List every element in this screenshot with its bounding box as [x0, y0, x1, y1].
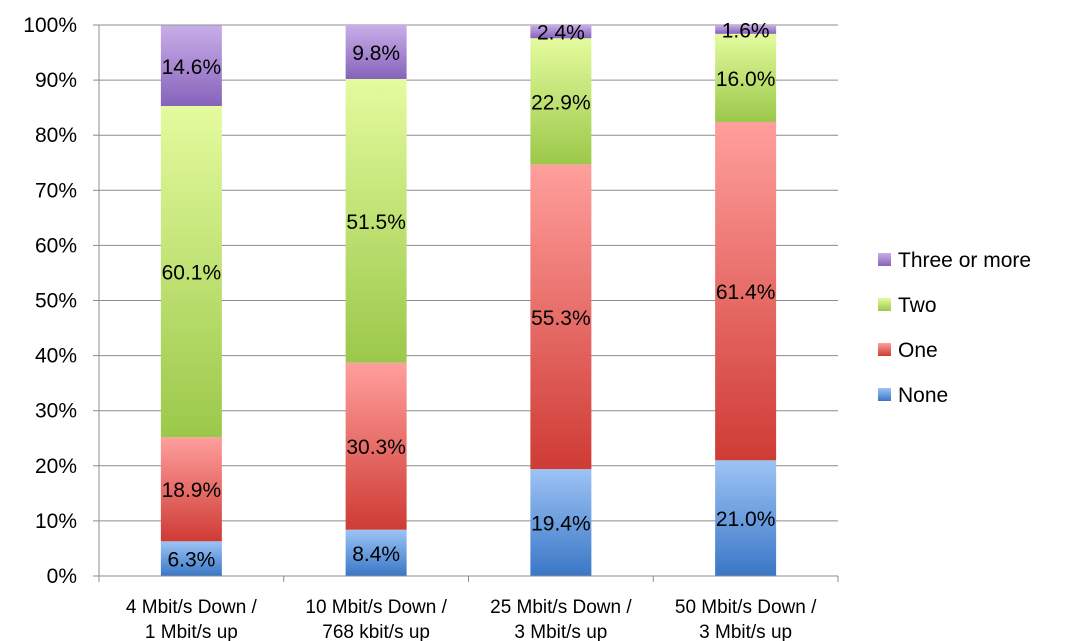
data-label: 6.3% — [167, 549, 215, 572]
x-tick-label: 3 Mbit/s up — [514, 622, 607, 641]
y-tick-label: 90% — [35, 69, 77, 92]
data-label: 8.4% — [352, 543, 400, 566]
data-label: 16.0% — [716, 68, 776, 91]
data-label: 18.9% — [162, 479, 222, 502]
legend-label: None — [898, 384, 948, 407]
legend-swatch — [878, 343, 891, 356]
data-label: 9.8% — [352, 42, 400, 65]
x-tick-label: 4 Mbit/s Down / — [126, 597, 258, 618]
data-label: 55.3% — [531, 307, 591, 330]
y-tick-label: 100% — [23, 14, 77, 37]
data-labels: 6.3% 18.9% 60.1% 14.6% 8.4% 30.3% 51.5% 9.8% 19.… — [162, 19, 776, 571]
data-label: 22.9% — [531, 91, 591, 114]
x-tick-label: 50 Mbit/s Down / — [675, 597, 817, 618]
y-tick-label: 40% — [35, 345, 77, 368]
legend-swatch — [878, 253, 891, 266]
data-label: 21.0% — [716, 508, 776, 531]
data-label: 51.5% — [346, 211, 406, 234]
y-axis: 0% 10% 20% 30% 40% 50% 60% 70% 80% 90% 100% — [23, 14, 99, 588]
data-label: 2.4% — [537, 22, 585, 45]
x-tick-label: 10 Mbit/s Down / — [305, 597, 447, 618]
x-tick-label: 3 Mbit/s up — [699, 622, 792, 641]
y-tick-label: 70% — [35, 179, 77, 202]
data-label: 30.3% — [346, 436, 406, 459]
x-tick-label: 25 Mbit/s Down / — [490, 597, 632, 618]
data-label: 1.6% — [722, 19, 770, 42]
y-tick-label: 20% — [35, 455, 77, 478]
legend: Three or more Two One None — [878, 249, 1031, 407]
x-axis: 4 Mbit/s Down / 1 Mbit/s up 10 Mbit/s Down… — [99, 576, 838, 641]
y-tick-label: 80% — [35, 124, 77, 147]
x-tick-label: 1 Mbit/s up — [145, 622, 238, 641]
y-tick-label: 60% — [35, 234, 77, 257]
y-tick-label: 0% — [47, 565, 77, 588]
data-label: 19.4% — [531, 513, 591, 536]
data-label: 14.6% — [162, 56, 222, 79]
legend-swatch — [878, 388, 891, 401]
legend-label: Two — [898, 294, 937, 317]
legend-label: Three or more — [898, 249, 1031, 272]
x-tick-label: 768 kbit/s up — [322, 622, 430, 641]
y-tick-label: 30% — [35, 400, 77, 423]
y-tick-label: 10% — [35, 510, 77, 533]
data-label: 61.4% — [716, 281, 776, 304]
legend-swatch — [878, 298, 891, 311]
data-label: 60.1% — [162, 262, 222, 285]
y-tick-label: 50% — [35, 290, 77, 313]
legend-label: One — [898, 339, 938, 362]
